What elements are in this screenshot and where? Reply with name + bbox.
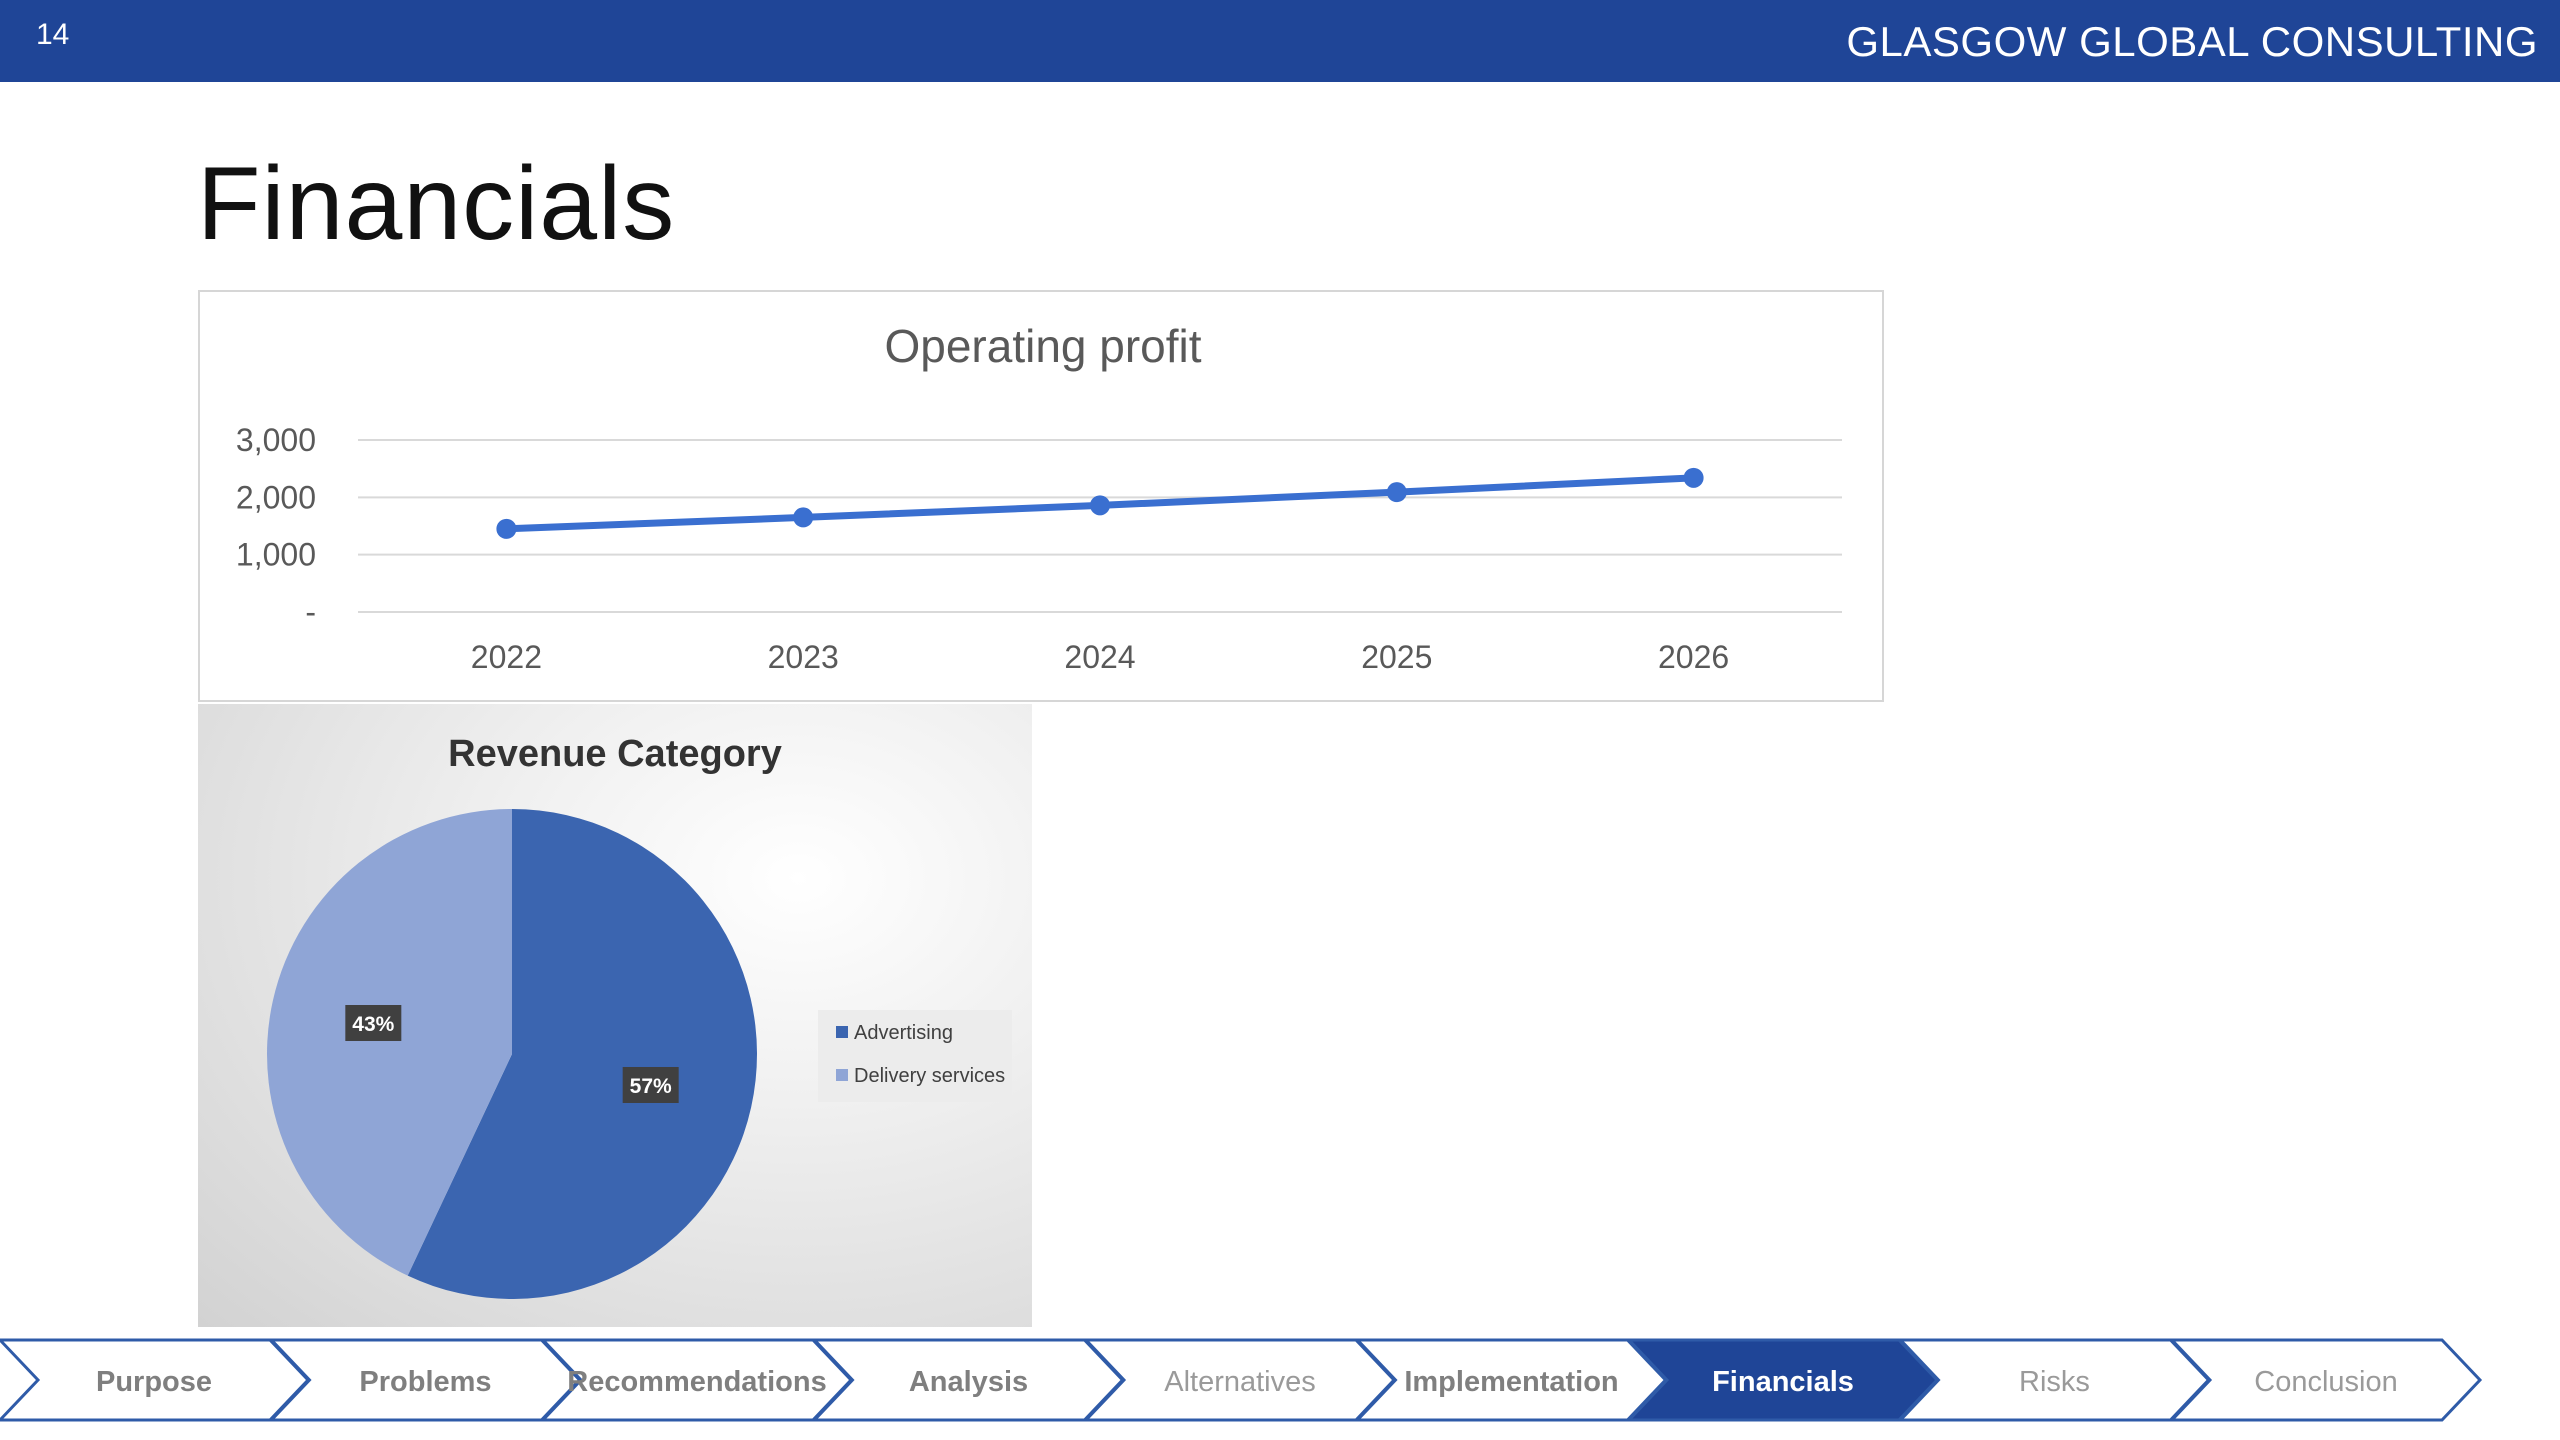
data-point (496, 518, 517, 539)
y-tick-label: 2,000 (236, 479, 316, 515)
data-point (1683, 467, 1704, 488)
legend-box (818, 1010, 1012, 1102)
legend-label: Advertising (854, 1022, 953, 1044)
nav-label[interactable]: Alternatives (1164, 1366, 1316, 1398)
x-tick-label: 2022 (471, 639, 542, 675)
slide-number: 14 (36, 18, 70, 51)
legend-swatch (836, 1026, 848, 1038)
nav-item-problems[interactable]: Problems (268, 1338, 582, 1422)
nav-label[interactable]: Conclusion (2254, 1366, 2397, 1398)
data-point (793, 507, 814, 528)
pie-chart-svg: Revenue Category 57% 43% Advertising Deliver… (267, 733, 1012, 1299)
revenue-category-chart: Revenue Category 57% 43% Advertising Deliver… (198, 704, 1032, 1327)
nav-label[interactable]: Analysis (909, 1366, 1028, 1398)
data-label: 43% (352, 1013, 394, 1036)
nav-item-financials[interactable]: Financials (1625, 1338, 1940, 1422)
header-bar: 14 GLASGOW GLOBAL CONSULTING (0, 0, 2560, 82)
nav-label[interactable]: Risks (2019, 1366, 2090, 1398)
x-tick-label: 2026 (1658, 639, 1729, 675)
nav-chevrons: Purpose Problems Recommendations Analysis Al… (0, 1338, 2483, 1422)
chart-title: Operating profit (884, 320, 1201, 372)
page-title: Financials (197, 146, 676, 262)
line-chart-svg: Operating profit - 1,000 2,000 3,000 2022 2023… (236, 320, 1842, 675)
pie-slice (267, 809, 512, 1276)
pie-title: Revenue Category (448, 733, 782, 775)
nav-item-risks[interactable]: Risks (1897, 1338, 2211, 1422)
data-point (1090, 495, 1110, 516)
nav-item-recommendations[interactable]: Recommendations (539, 1338, 854, 1422)
data-label: 57% (630, 1075, 672, 1098)
nav-label[interactable]: Financials (1712, 1366, 1854, 1398)
nav-label[interactable]: Implementation (1404, 1366, 1618, 1398)
nav-item-analysis[interactable]: Analysis (811, 1338, 1125, 1422)
y-tick-label: 1,000 (236, 537, 316, 573)
nav-item-conclusion[interactable]: Conclusion (2168, 1338, 2483, 1422)
legend-label: Delivery services (854, 1065, 1005, 1087)
data-point (1386, 482, 1407, 503)
nav-chevron[interactable] (2168, 1338, 2483, 1422)
nav-item-purpose[interactable]: Purpose (0, 1338, 311, 1422)
pie-slice (407, 809, 758, 1299)
company-name: GLASGOW GLOBAL CONSULTING (1846, 18, 2538, 65)
x-tick-label: 2023 (768, 639, 839, 675)
nav-label[interactable]: Problems (359, 1366, 491, 1398)
data-label-bg (622, 1066, 679, 1103)
nav-item-implementation[interactable]: Implementation (1354, 1338, 1668, 1422)
operating-profit-chart: Operating profit - 1,000 2,000 3,000 2022 2023… (198, 290, 1884, 702)
x-tick-label: 2025 (1361, 639, 1432, 675)
y-tick-label: - (305, 594, 316, 630)
nav-item-alternatives[interactable]: Alternatives (1082, 1338, 1397, 1422)
nav-label[interactable]: Purpose (96, 1366, 212, 1398)
y-tick-label: 3,000 (236, 422, 316, 458)
section-navigation: Purpose Problems Recommendations Analysis Al… (0, 1336, 2560, 1426)
x-tick-label: 2024 (1064, 639, 1135, 675)
legend-swatch (836, 1069, 848, 1081)
data-label-bg (345, 1005, 402, 1042)
nav-label[interactable]: Recommendations (567, 1366, 826, 1398)
